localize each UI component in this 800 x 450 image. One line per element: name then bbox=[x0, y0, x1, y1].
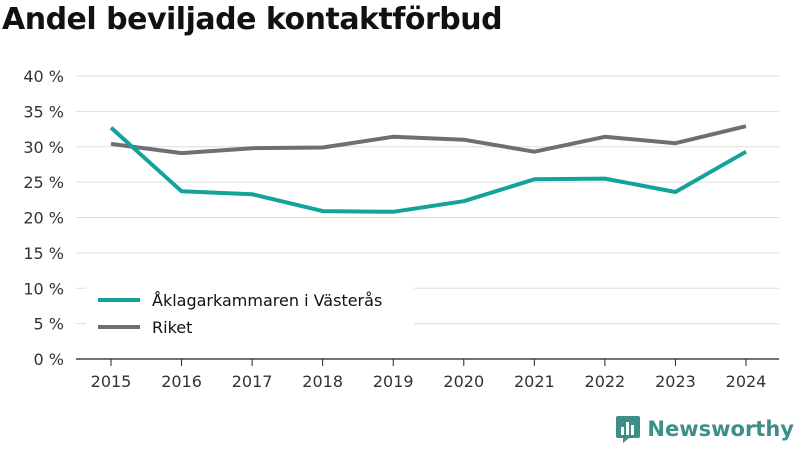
y-tick-label: 0 % bbox=[34, 350, 64, 369]
x-tick-label: 2015 bbox=[91, 372, 132, 391]
y-tick-label: 5 % bbox=[34, 315, 64, 334]
x-tick-label: 2020 bbox=[443, 372, 484, 391]
legend-background bbox=[86, 283, 414, 345]
legend-label-riket: Riket bbox=[152, 318, 192, 337]
y-tick-label: 15 % bbox=[23, 244, 64, 263]
newsworthy-logo[interactable]: Newsworthy bbox=[615, 414, 794, 444]
x-axis-ticks: 2015 2016 2017 2018 2019 2020 2021 2022 2023 2024 bbox=[91, 359, 767, 391]
series-lines bbox=[109, 124, 747, 214]
x-tick-label: 2018 bbox=[302, 372, 343, 391]
x-tick-label: 2021 bbox=[514, 372, 555, 391]
x-tick-label: 2023 bbox=[655, 372, 696, 391]
chart-title: Andel beviljade kontaktförbud bbox=[2, 2, 503, 37]
bar-chart-logo-icon bbox=[616, 416, 641, 443]
x-tick-label: 2022 bbox=[585, 372, 626, 391]
y-tick-label: 40 % bbox=[23, 67, 64, 86]
y-axis-ticks: 0 % 5 % 10 % 15 % 20 % 25 % 30 % 35 % 40 % bbox=[23, 67, 64, 369]
y-tick-label: 10 % bbox=[23, 279, 64, 298]
brand-name: Newsworthy bbox=[647, 417, 794, 441]
y-tick-label: 35 % bbox=[23, 102, 64, 121]
legend: Åklagarkammaren i Västerås Riket bbox=[86, 283, 414, 345]
y-tick-label: 20 % bbox=[23, 209, 64, 228]
legend-label-aklagarkammaren: Åklagarkammaren i Västerås bbox=[152, 291, 382, 310]
series-line-aklagarkammaren bbox=[109, 126, 747, 214]
x-tick-label: 2024 bbox=[726, 372, 767, 391]
y-tick-label: 30 % bbox=[23, 138, 64, 157]
x-tick-label: 2019 bbox=[373, 372, 414, 391]
x-tick-label: 2016 bbox=[161, 372, 202, 391]
series-line-riket bbox=[110, 124, 747, 156]
x-tick-label: 2017 bbox=[232, 372, 273, 391]
y-tick-label: 25 % bbox=[23, 173, 64, 192]
